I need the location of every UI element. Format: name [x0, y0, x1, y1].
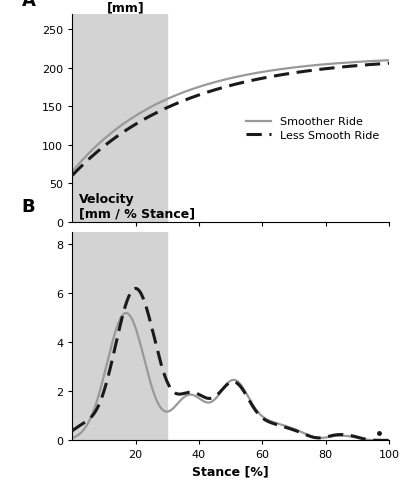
- X-axis label: Stance [%]: Stance [%]: [192, 465, 269, 478]
- Bar: [72, 233, 167, 440]
- Text: B: B: [22, 198, 35, 216]
- Text: Displacement
[mm]: Displacement [mm]: [79, 0, 174, 15]
- Text: Velocity
[mm / % Stance]: Velocity [mm / % Stance]: [79, 192, 194, 220]
- Bar: [72, 15, 167, 222]
- Legend: Smoother Ride, Less Smooth Ride: Smoother Ride, Less Smooth Ride: [242, 113, 383, 145]
- Text: A: A: [22, 0, 35, 10]
